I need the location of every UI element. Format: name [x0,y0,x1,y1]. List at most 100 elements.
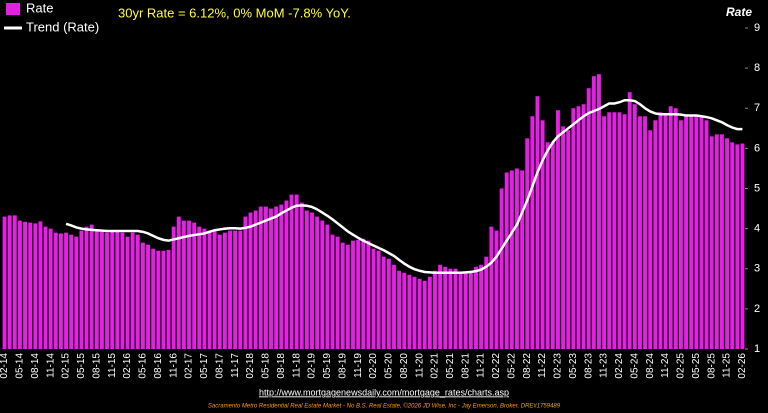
x-tick-label: 05-24 [629,353,640,379]
bar [53,232,58,349]
bar [135,234,140,349]
bar [679,120,683,349]
bar [115,230,120,349]
x-tick-label: 11-22 [537,353,548,378]
bar [392,264,396,349]
bar [243,216,248,349]
bar [725,138,730,349]
bar [474,266,478,349]
bar [509,170,514,349]
x-tick-label: 08-16 [153,353,164,379]
x-tick-label: 05-18 [261,353,272,379]
bar [110,230,115,349]
bar [84,226,89,349]
bar [684,116,689,350]
bar [556,110,560,349]
bar [550,142,555,349]
x-tick-label: 11-21 [476,353,487,378]
bar [586,88,591,349]
bar [233,230,238,349]
bar [156,250,161,349]
bar [427,276,432,349]
bar [310,212,314,349]
bar [545,142,550,349]
bar [638,116,642,350]
source-url[interactable]: http://www.mortgagenewsdaily.com/mortgag… [259,387,509,397]
bar [627,92,632,349]
legend-swatch [6,3,20,15]
bar [668,106,673,350]
bar [397,270,402,349]
bar [330,234,335,349]
bar [43,226,48,349]
bar [433,270,437,349]
x-tick-label: 08-22 [522,353,533,379]
x-tick-label: 08-25 [706,353,717,379]
bar [735,144,740,349]
bar [386,258,391,349]
bar [704,120,709,349]
bar [146,244,150,349]
bar [453,268,458,349]
bar [417,278,422,349]
bar [591,76,596,350]
bar [653,120,658,349]
bar [402,272,407,349]
bar [304,210,309,349]
x-tick-label: 11-20 [414,353,425,378]
x-tick-label: 05-19 [322,353,333,379]
x-tick-label: 02-25 [676,353,687,379]
bar [7,215,12,349]
bar [197,226,202,349]
x-tick-label: 08-18 [276,353,287,379]
bar [709,136,714,349]
x-tick-label: 02-19 [307,353,318,379]
x-tick-label: 08-23 [583,353,594,379]
y-tick-label: 1 [754,343,760,355]
x-tick-label: 02-24 [614,353,625,379]
legend-label: Trend (Rate) [26,19,99,34]
bar [648,130,653,349]
bar [335,236,340,349]
bar [607,112,612,349]
bar [228,230,232,349]
bar [33,223,38,349]
bar [407,274,412,349]
y-tick-label: 8 [754,62,760,74]
bar [89,224,94,349]
bar [279,204,284,349]
x-tick-label: 08-24 [645,353,656,379]
bar [448,268,453,349]
x-tick-label: 11-23 [599,353,610,378]
bar [58,233,63,349]
bar [248,212,253,349]
y-tick-label: 9 [754,22,760,34]
bar [525,138,530,349]
trend-line [65,98,743,275]
y-tick-label: 3 [754,263,760,275]
bar [463,272,468,349]
x-tick-label: 08-14 [30,353,41,379]
bar [23,221,28,349]
x-tick-label: 11-15 [107,353,118,378]
bar [105,232,109,349]
y-tick-label: 6 [754,142,760,154]
bar [489,226,494,349]
bar [320,220,325,349]
bar [222,232,227,349]
x-tick-label: 05-23 [568,353,579,379]
chart-title: 30yr Rate = 6.12%, 0% MoM -7.8% YoY. [118,5,351,20]
bar [412,276,417,349]
x-tick-label: 02-26 [737,353,748,379]
bar [325,224,330,349]
bar [458,272,463,349]
x-tick-label: 08-19 [337,353,348,379]
bar [238,230,243,349]
bar [166,249,171,349]
x-tick-label: 11-24 [660,353,671,378]
bar [130,232,135,349]
bar [622,114,627,349]
bar [617,112,622,349]
bar [217,234,222,349]
